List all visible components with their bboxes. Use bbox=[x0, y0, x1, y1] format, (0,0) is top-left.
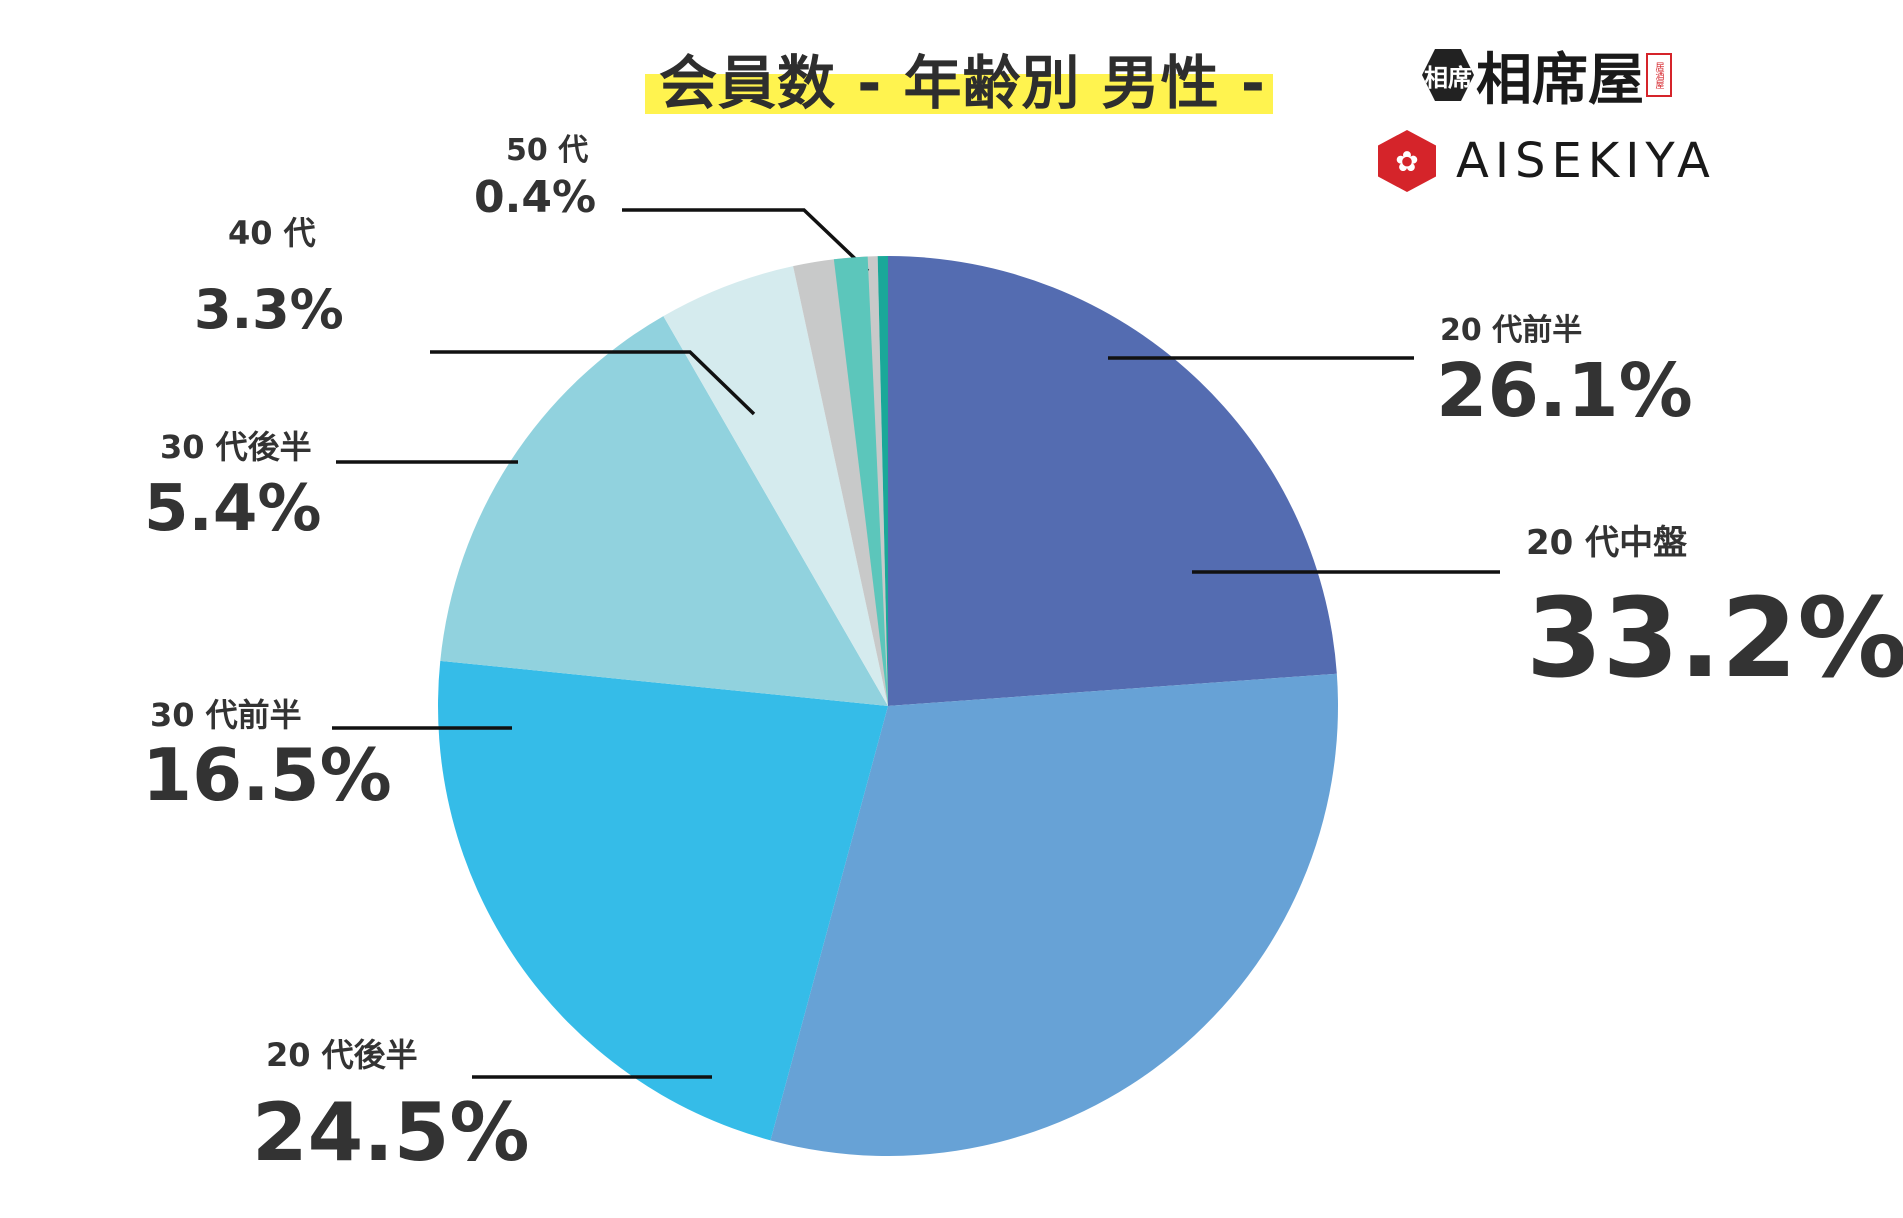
pie-slice bbox=[888, 256, 1337, 706]
slice-value-label: 3.3% bbox=[194, 278, 344, 341]
pie-slice bbox=[877, 256, 888, 706]
chart-title: 会員数 - 年齢別 男性 - bbox=[659, 49, 1266, 117]
pie-slice bbox=[437, 660, 888, 1141]
pie-slice-accent bbox=[833, 256, 888, 706]
slice-value-label: 16.5% bbox=[142, 733, 392, 817]
brand-logo-en: ✿ AISEKIYA bbox=[1378, 126, 1716, 196]
slice-value-label: 33.2% bbox=[1526, 574, 1903, 702]
slice-name-label: 30 代前半 bbox=[150, 696, 302, 734]
slice-value-label: 24.5% bbox=[252, 1086, 530, 1179]
brand-name-en: AISEKIYA bbox=[1456, 133, 1716, 189]
brand-name-jp: 相席屋 bbox=[1476, 46, 1644, 113]
slice-value-label: 5.4% bbox=[144, 472, 322, 546]
pie-slice bbox=[770, 673, 1338, 1156]
pie-slice bbox=[663, 266, 888, 706]
brand-logo-jp: 相席 相席屋 居酒屋 bbox=[1422, 40, 1672, 113]
chart-title-block: 会員数 - 年齢別 男性 - bbox=[645, 30, 1273, 117]
slice-name-label: 50 代 bbox=[506, 133, 588, 168]
slice-name-label: 20 代後半 bbox=[266, 1036, 418, 1074]
brand-seal-icon: 居酒屋 bbox=[1646, 53, 1672, 97]
leader-line bbox=[430, 350, 756, 416]
slice-name-label: 40 代 bbox=[228, 214, 316, 252]
slice-name-label: 30 代後半 bbox=[160, 428, 312, 466]
slice-name-label: 20 代中盤 bbox=[1526, 523, 1687, 563]
slice-name-label: 20 代前半 bbox=[1440, 313, 1582, 348]
pie-slice bbox=[440, 316, 888, 706]
slice-value-label: 0.4% bbox=[474, 172, 596, 223]
slice-value-label: 26.1% bbox=[1436, 348, 1693, 434]
title-highlight bbox=[645, 74, 1273, 114]
leader-line bbox=[622, 208, 870, 273]
